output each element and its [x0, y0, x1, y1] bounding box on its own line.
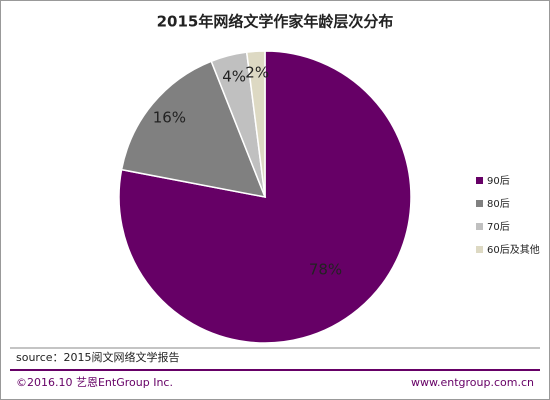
- legend-swatch: [476, 200, 483, 207]
- legend-swatch: [476, 177, 483, 184]
- data-label: 78%: [309, 261, 342, 279]
- footer-right: www.entgroup.com.cn: [411, 376, 534, 389]
- source: source：2015阅文网络文学报告: [16, 350, 180, 364]
- legend-label: 80后: [487, 198, 510, 210]
- legend-swatch: [476, 246, 483, 253]
- legend-label: 60后及其他: [487, 243, 540, 256]
- legend-label: 90后: [487, 175, 510, 187]
- legend-swatch: [476, 223, 483, 230]
- footer-left: ©2016.10 艺恩EntGroup Inc.: [16, 376, 173, 389]
- pie-slice: [120, 60, 267, 198]
- pie-slice: [245, 50, 266, 198]
- chart-title: 2015年网络文学作家年龄层次分布: [157, 13, 394, 31]
- legend-label: 70后: [487, 221, 510, 233]
- data-label: 16%: [153, 108, 186, 126]
- data-label: 2%: [245, 64, 269, 82]
- data-label: 4%: [222, 67, 246, 85]
